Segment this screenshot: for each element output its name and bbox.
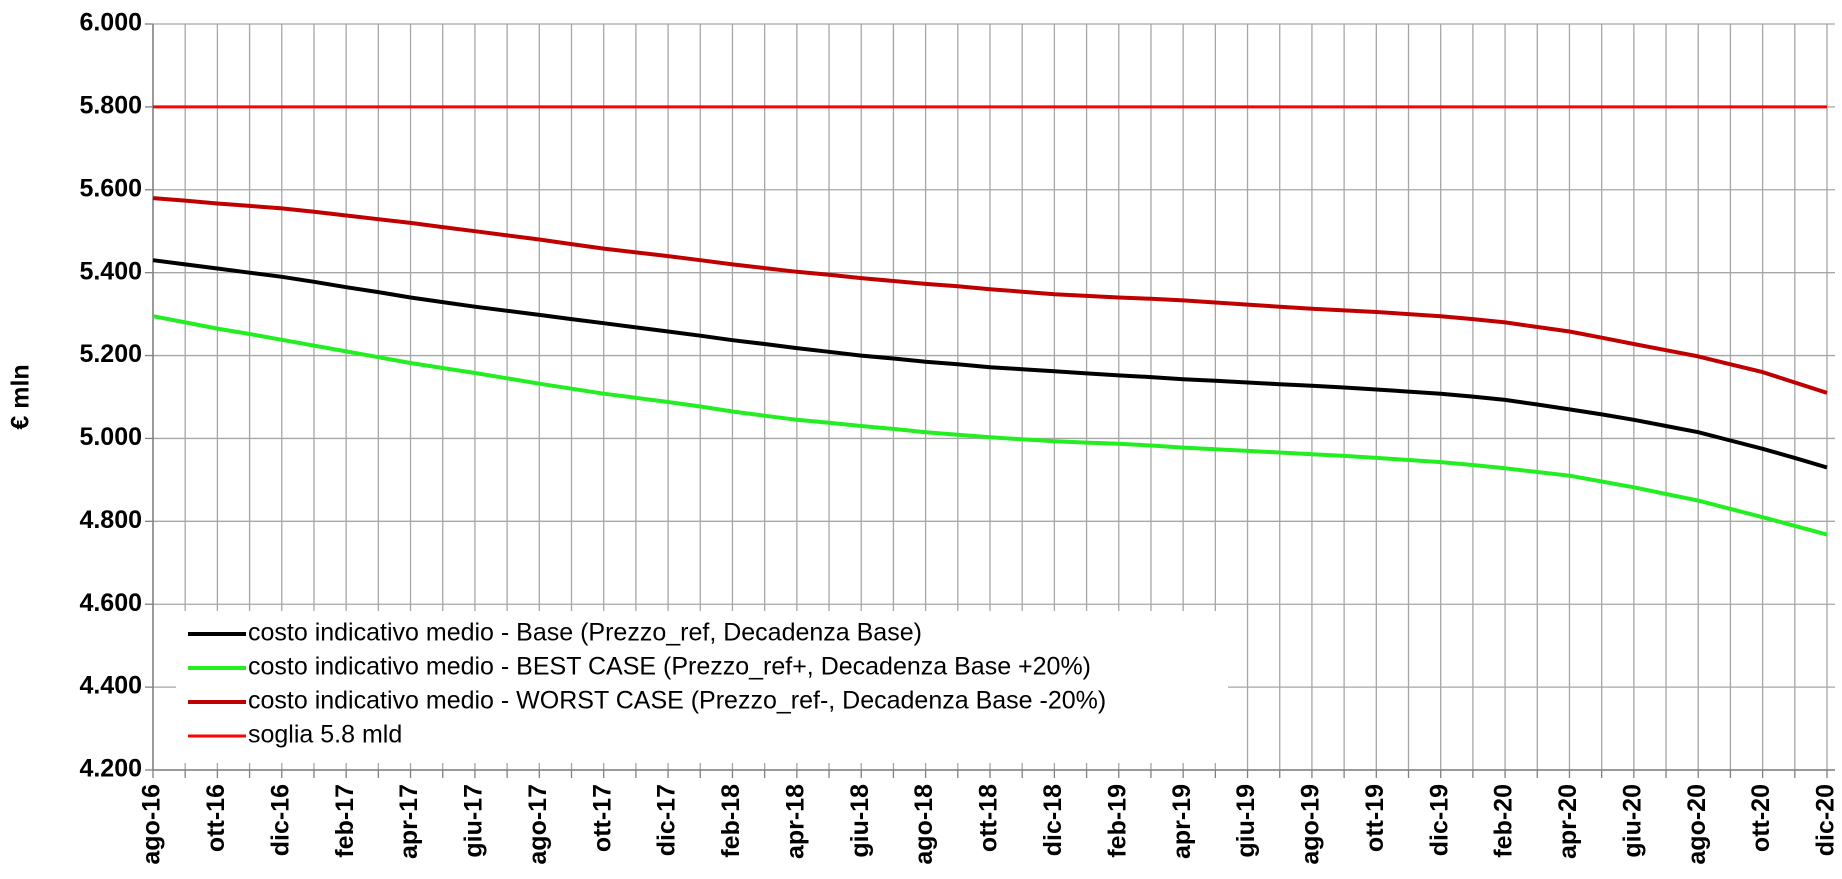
y-axis-label: € mln <box>7 364 35 429</box>
series-line <box>152 258 1828 470</box>
series-line <box>152 196 1828 395</box>
x-tick-label: ott-17 <box>588 784 616 852</box>
legend-box <box>176 611 1228 763</box>
x-tick-label: ott-19 <box>1361 784 1389 852</box>
x-tick-label: ott-16 <box>202 784 230 852</box>
x-tick-label: feb-20 <box>1490 784 1518 858</box>
y-tick-label: 5.000 <box>79 423 142 451</box>
x-tick-label: giu-20 <box>1618 784 1646 858</box>
x-tick-label: ago-16 <box>138 784 166 865</box>
legend-label: costo indicativo medio - WORST CASE (Pre… <box>248 687 1106 715</box>
x-tick-label: ago-19 <box>1297 784 1325 865</box>
x-tick-label: apr-17 <box>395 784 423 859</box>
x-tick-label: ott-18 <box>975 784 1003 852</box>
legend-label: soglia 5.8 mld <box>248 721 402 749</box>
x-tick-label: apr-20 <box>1554 784 1582 859</box>
y-tick-label: 4.600 <box>79 589 142 617</box>
y-tick-label: 4.400 <box>79 672 142 700</box>
x-tick-label: ago-18 <box>910 784 938 865</box>
x-tick-label: apr-18 <box>781 784 809 859</box>
y-tick-label: 5.400 <box>79 257 142 285</box>
legend-label: costo indicativo medio - Base (Prezzo_re… <box>248 619 922 647</box>
x-tick-label: giu-17 <box>460 784 488 858</box>
x-tick-label: dic-19 <box>1425 784 1453 856</box>
x-tick-label: dic-18 <box>1039 784 1067 856</box>
x-tick-label: apr-19 <box>1168 784 1196 859</box>
x-tick-label: feb-17 <box>331 784 359 858</box>
series-line <box>152 314 1828 537</box>
x-tick-label: dic-16 <box>266 784 294 856</box>
y-tick-label: 5.600 <box>79 174 142 202</box>
x-tick-label: feb-18 <box>717 784 745 858</box>
y-tick-label: 6.000 <box>79 9 142 37</box>
x-tick-label: ago-17 <box>524 784 552 865</box>
legend-label: costo indicativo medio - BEST CASE (Prez… <box>248 653 1091 681</box>
y-tick-label: 4.200 <box>79 755 142 783</box>
x-tick-label: giu-18 <box>846 784 874 858</box>
y-tick-label: 5.200 <box>79 340 142 368</box>
y-tick-label: 4.800 <box>79 506 142 534</box>
x-tick-label: ago-20 <box>1683 784 1711 865</box>
x-tick-label: feb-19 <box>1103 784 1131 858</box>
x-tick-label: ott-20 <box>1747 784 1775 852</box>
x-tick-label: dic-17 <box>653 784 681 856</box>
y-tick-label: 5.800 <box>79 91 142 119</box>
x-tick-label: giu-19 <box>1232 784 1260 858</box>
x-tick-label: dic-20 <box>1812 784 1840 856</box>
